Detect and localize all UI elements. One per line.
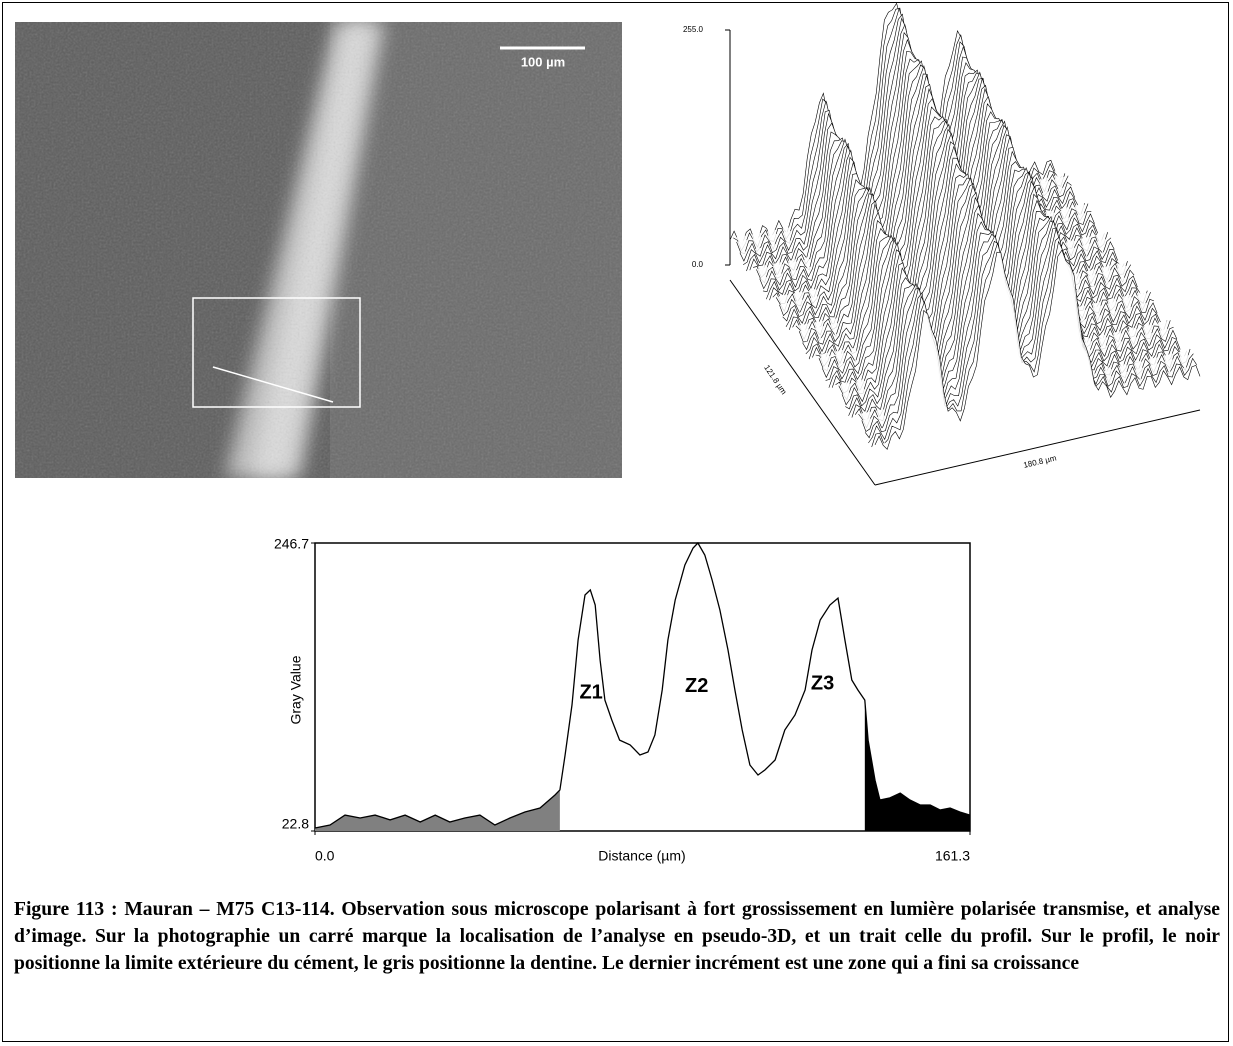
x-tick-label: 0.0 (315, 848, 335, 864)
annotation: Z2 (685, 675, 708, 697)
profile-line (314, 541, 971, 829)
x-axis-title: Distance (µm) (598, 848, 685, 864)
plot-frame (314, 542, 971, 832)
y-tick-label: 22.8 (282, 816, 309, 832)
shaded-range (315, 789, 560, 831)
z-max-label: 255.0 (683, 25, 704, 34)
y-axis-title: Gray Value (288, 655, 304, 724)
x-tick-label: 161.3 (935, 848, 970, 864)
width-label: 180.8 µm (1023, 453, 1058, 469)
annotation: Z1 (579, 681, 602, 703)
micrograph (15, 22, 622, 478)
scale-label: 100 µm (521, 54, 565, 69)
z-min-label: 0.0 (692, 260, 704, 269)
figure: 100 µm 255.0 0.0 121.8 µm 180.8 µm Gray … (15, 2, 1201, 864)
depth-label: 121.8 µm (762, 363, 788, 396)
surface-ridge (861, 227, 1188, 432)
surface-plot (725, 2, 1201, 486)
y-tick-label: 246.7 (274, 536, 309, 552)
shaded-range (864, 700, 970, 831)
caption: Figure 113 : Mauran – M75 C13-114. Obser… (14, 899, 1220, 974)
surface-ridge (874, 249, 1201, 450)
surface-ridge (868, 236, 1194, 444)
annotation: Z3 (811, 672, 834, 694)
